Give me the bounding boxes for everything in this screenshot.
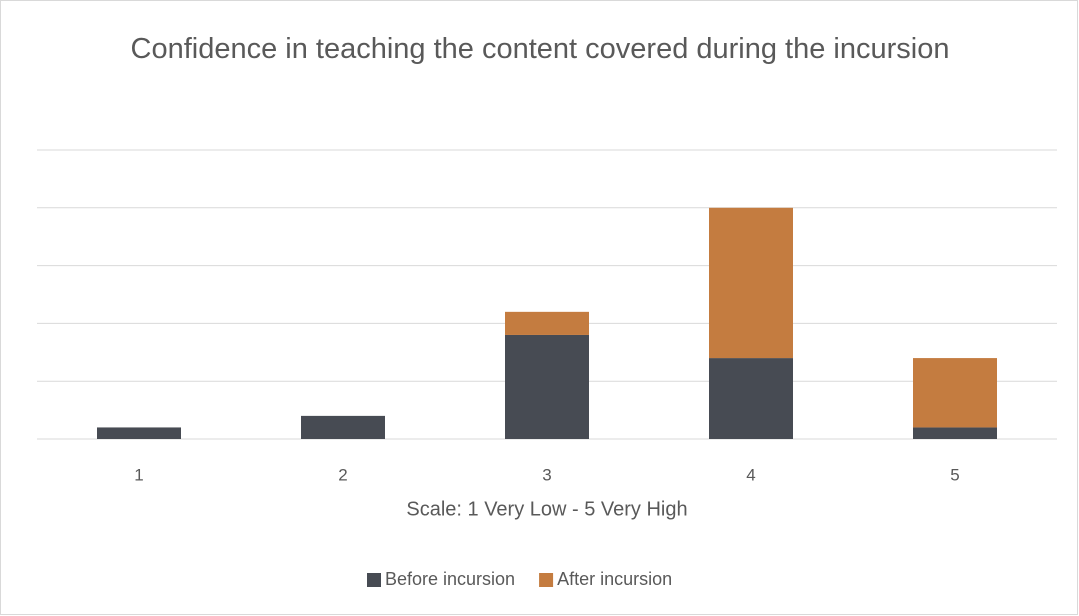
bar-segment <box>913 358 997 428</box>
x-tick-label: 5 <box>950 465 959 484</box>
x-tick-label: 3 <box>542 465 551 484</box>
bar-segment <box>97 427 181 439</box>
legend-label: Before incursion <box>385 569 515 589</box>
x-tick-label: 2 <box>338 465 347 484</box>
legend-swatch <box>539 573 554 587</box>
chart-title: Confidence in teaching the content cover… <box>130 33 950 65</box>
x-tick-label: 4 <box>746 465 755 484</box>
bar-segment <box>505 311 589 335</box>
bar-segment <box>709 207 793 359</box>
bar-segment <box>709 358 793 439</box>
legend-swatch <box>367 573 381 587</box>
bar-segment <box>913 427 997 439</box>
x-tick-label: 1 <box>134 465 143 484</box>
legend-label: After incursion <box>557 569 672 589</box>
x-axis-label: Scale: 1 Very Low - 5 Very High <box>406 498 687 520</box>
bar-segment <box>301 415 385 439</box>
bar-segment <box>505 334 589 439</box>
